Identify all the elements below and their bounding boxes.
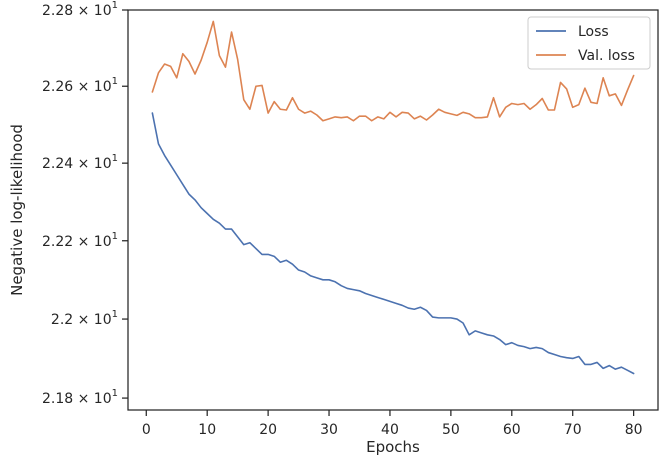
x-tick-label: 20 <box>259 422 277 438</box>
y-axis-label: Negative log-likelihood <box>8 124 26 296</box>
legend: Loss Val. loss <box>527 16 651 70</box>
x-tick-label: 80 <box>625 422 643 438</box>
x-tick-label: 40 <box>381 422 399 438</box>
x-tick-label: 0 <box>142 422 151 438</box>
y-tick-label: 2.18 × 101 <box>42 388 118 407</box>
legend-box <box>527 16 651 70</box>
x-tick-label: 10 <box>198 422 216 438</box>
y-tick-label: 2.22 × 101 <box>42 231 118 250</box>
y-tick-label: 2.2 × 101 <box>51 309 118 328</box>
series-layer <box>151 20 635 375</box>
y-tick-label: 2.24 × 101 <box>42 153 118 172</box>
x-tick-label: 70 <box>564 422 582 438</box>
legend-label-val-loss: Val. loss <box>578 48 635 64</box>
plot-frame <box>127 9 659 411</box>
y-axis: 2.18 × 101 2.2 × 101 2.22 × 101 2.24 × 101 2… <box>42 0 128 407</box>
plot-area-background <box>128 10 658 410</box>
x-tick-label: 50 <box>442 422 460 438</box>
series-line-loss <box>151 112 635 375</box>
x-tick-label: 30 <box>320 422 338 438</box>
legend-label-loss: Loss <box>578 24 609 40</box>
series-line-val-loss <box>151 20 635 122</box>
y-tick-label: 2.26 × 101 <box>42 76 118 95</box>
y-tick-label: 2.28 × 101 <box>42 0 118 19</box>
x-axis: 0 10 20 30 40 50 60 70 80 <box>142 410 643 438</box>
x-tick-label: 60 <box>503 422 521 438</box>
x-axis-label: Epochs <box>366 438 420 456</box>
